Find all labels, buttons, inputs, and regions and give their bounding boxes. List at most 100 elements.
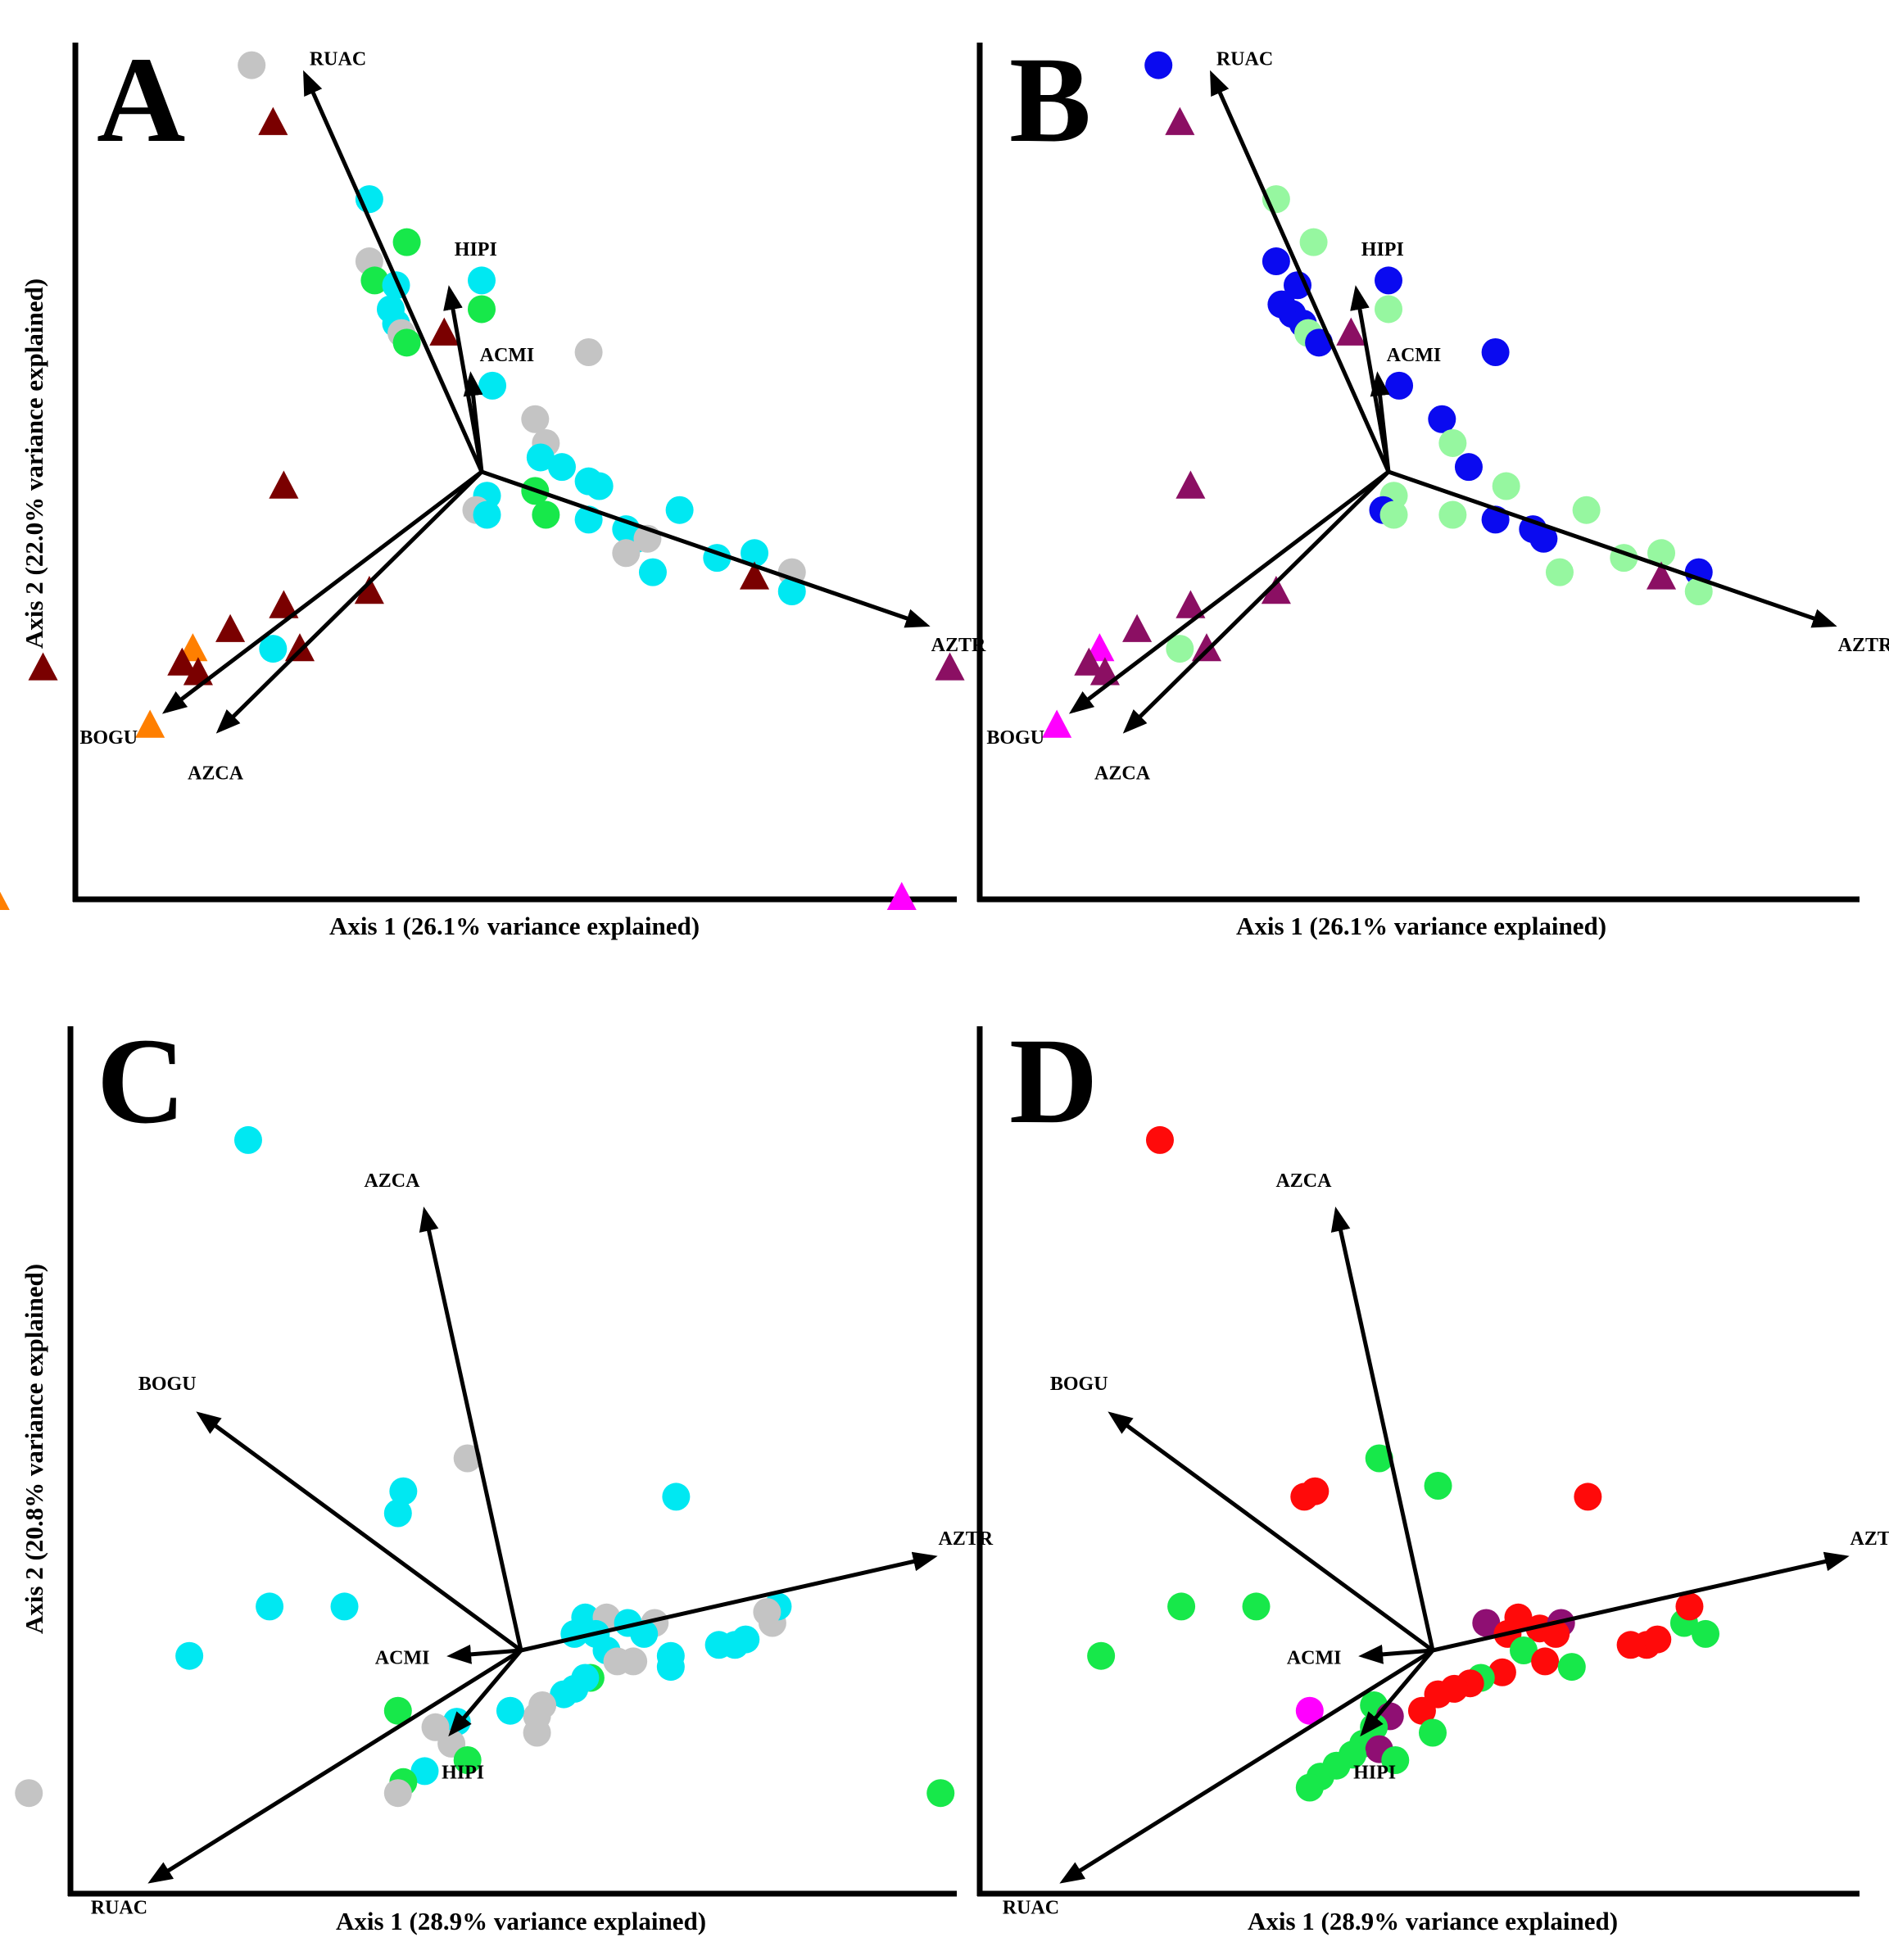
data-point-circle: [603, 1647, 632, 1676]
vector-arrow-ruac: [1059, 1648, 1434, 1884]
x-axis-title: Axis 1 (26.1% variance explained): [1236, 912, 1606, 940]
data-point-circle: [1438, 500, 1467, 529]
data-point-circle: [259, 635, 288, 663]
vector-arrow-ruac: [147, 1648, 523, 1884]
data-point-circle: [496, 1696, 524, 1725]
data-point-circle: [383, 1499, 412, 1528]
data-point-circle: [1381, 1746, 1410, 1774]
vector-arrow-ruac: [303, 70, 484, 473]
data-point-circle: [1299, 228, 1328, 256]
vector-label-hipi: HIPI: [455, 239, 497, 260]
data-point-circle: [1488, 1658, 1516, 1686]
vector-label-bogu: BOGU: [986, 727, 1044, 749]
vector-arrow-bogu: [1068, 470, 1390, 714]
data-point-triangle: [1176, 470, 1206, 499]
x-axis-title: Axis 1 (28.9% variance explained): [336, 1907, 706, 1935]
data-point-triangle: [1042, 709, 1072, 738]
vector-arrow-bogu: [196, 1411, 523, 1653]
data-point-triangle: [1261, 576, 1291, 604]
data-point-circle: [1242, 1592, 1271, 1621]
data-point-circle: [777, 577, 806, 605]
vector-label-aztr: AZTR: [938, 1528, 993, 1550]
data-point-circle: [478, 371, 507, 400]
panel-letter: A: [97, 32, 185, 168]
panel-letter: D: [1009, 1013, 1098, 1149]
data-point-circle: [1087, 1641, 1116, 1670]
data-point-circle: [238, 51, 266, 79]
data-point-circle: [1574, 1482, 1602, 1511]
data-point-circle: [1379, 500, 1408, 529]
vector-arrow-aztr: [520, 1551, 938, 1653]
data-point-circle: [389, 1477, 418, 1505]
vector-label-ruac: RUAC: [1216, 48, 1273, 70]
data-point-triangle: [1165, 106, 1195, 135]
data-point-circle: [1454, 453, 1483, 482]
panel-letter: C: [97, 1013, 185, 1149]
data-point-circle: [1557, 1653, 1586, 1682]
vector-label-azca: AZCA: [364, 1170, 420, 1192]
vector-label-acmi: ACMI: [480, 345, 535, 366]
panel-letter: B: [1009, 32, 1091, 168]
data-point-circle: [753, 1598, 781, 1627]
vector-label-aztr: AZTR: [1850, 1528, 1889, 1550]
vector-arrow-azca: [419, 1206, 523, 1651]
vector-label-azca: AZCA: [1094, 763, 1151, 784]
data-point-circle: [392, 228, 421, 256]
data-point-circle: [585, 472, 614, 500]
data-point-circle: [1428, 405, 1456, 433]
data-point-circle: [1531, 1647, 1560, 1676]
data-point-circle: [732, 1625, 760, 1654]
vector-label-ruac: RUAC: [91, 1897, 147, 1918]
vector-arrow-azca: [215, 470, 483, 734]
vector-label-acmi: ACMI: [375, 1648, 430, 1669]
data-point-triangle: [28, 652, 58, 681]
vector-arrow-acmi: [446, 1644, 522, 1664]
data-point-circle: [175, 1641, 204, 1670]
data-point-circle: [638, 558, 667, 586]
vector-arrow-azca: [1122, 470, 1390, 734]
vector-label-bogu: BOGU: [1050, 1374, 1108, 1395]
data-point-triangle: [1176, 590, 1206, 618]
data-point-circle: [468, 266, 496, 295]
data-point-triangle: [269, 590, 299, 618]
data-point-circle: [656, 1641, 685, 1670]
data-point-triangle: [1191, 633, 1222, 662]
data-point-triangle: [935, 652, 965, 681]
vector-label-acmi: ACMI: [1287, 1648, 1342, 1669]
vector-arrow-acmi: [1358, 1644, 1434, 1664]
vector-arrow-aztr: [1388, 469, 1837, 628]
vector-label-acmi: ACMI: [1387, 345, 1442, 366]
vector-label-ruac: RUAC: [310, 48, 366, 70]
vector-arrow-hipi: [1360, 1649, 1434, 1737]
data-point-circle: [547, 453, 576, 482]
data-point-circle: [926, 1779, 955, 1808]
data-point-circle: [1144, 51, 1173, 79]
data-point-triangle: [1646, 561, 1677, 590]
data-point-triangle: [258, 106, 288, 135]
data-point-circle: [392, 328, 421, 357]
data-point-circle: [1365, 1444, 1393, 1473]
vector-arrow-bogu: [161, 470, 483, 714]
panel-b: RUAC HIPI ACMI AZTR BOGU AZCA B Axis 1 (26.1% v…: [886, 32, 1889, 940]
data-point-circle: [1692, 1619, 1720, 1648]
data-point-circle: [1167, 1592, 1196, 1621]
data-point-circle: [1492, 472, 1520, 500]
data-point-triangle: [1074, 647, 1104, 676]
data-point-triangle: [429, 317, 460, 346]
data-point-circle: [526, 443, 555, 472]
data-point-circle: [1166, 635, 1194, 663]
data-point-circle: [1262, 247, 1290, 276]
vector-label-bogu: BOGU: [79, 727, 138, 749]
data-point-circle: [15, 1779, 43, 1808]
data-point-circle: [330, 1592, 359, 1621]
data-point-circle: [1545, 558, 1574, 586]
vector-label-hipi: HIPI: [442, 1763, 484, 1784]
data-point-circle: [630, 1619, 659, 1648]
data-point-circle: [1684, 577, 1713, 605]
data-point-triangle: [135, 709, 165, 738]
vector-label-azca: AZCA: [1275, 1170, 1332, 1192]
data-point-circle: [1290, 1482, 1319, 1511]
data-point-circle: [665, 496, 694, 524]
data-point-circle: [1472, 1609, 1501, 1637]
data-point-circle: [1145, 1125, 1174, 1154]
